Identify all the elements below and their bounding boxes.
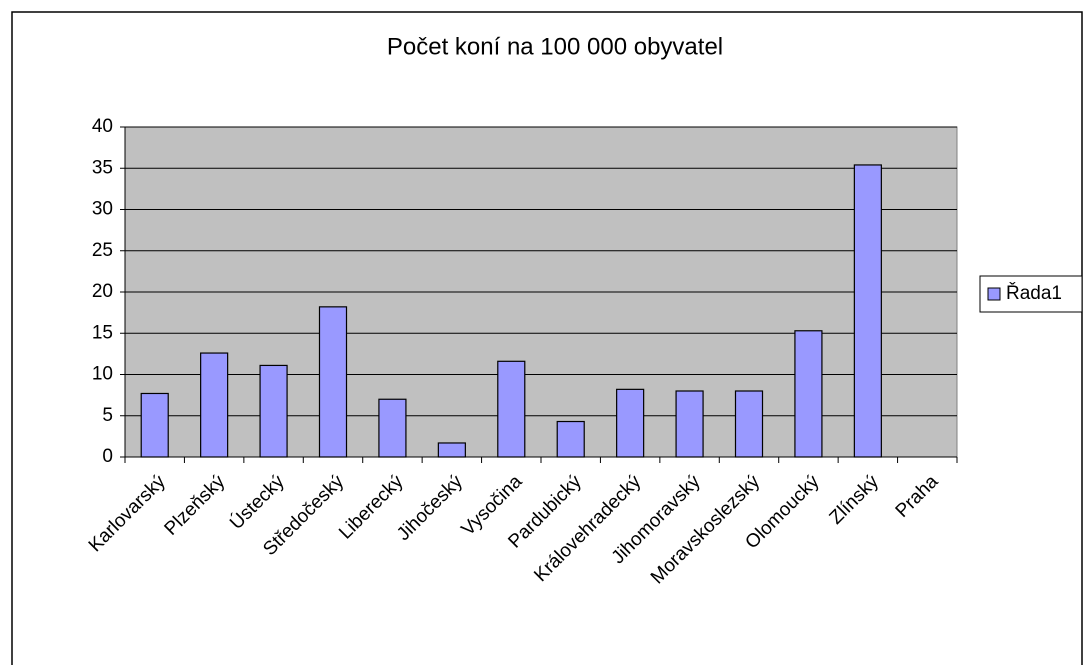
y-tick-label: 10	[92, 364, 113, 385]
bar	[853, 164, 882, 458]
y-tick-label: 30	[92, 199, 113, 220]
bar	[794, 330, 823, 458]
y-tick-label: 15	[92, 322, 113, 343]
legend-swatch	[987, 287, 1001, 301]
y-tick-label: 5	[102, 405, 113, 426]
bar	[378, 398, 407, 458]
bar	[616, 388, 645, 458]
bar	[437, 442, 466, 458]
y-tick-label: 25	[92, 240, 113, 261]
y-tick-label: 0	[102, 446, 113, 467]
bar	[497, 360, 526, 458]
y-tick-label: 20	[92, 281, 113, 302]
bar	[259, 364, 288, 458]
bar	[556, 420, 585, 458]
chart-title: Počet koní na 100 000 obyvatel	[387, 33, 723, 60]
bar	[734, 390, 764, 458]
bar	[318, 306, 348, 458]
bar	[200, 352, 229, 458]
bar	[140, 392, 169, 458]
y-tick-label: 40	[92, 116, 113, 137]
legend-label: Řada1	[1006, 282, 1062, 304]
bar	[675, 390, 704, 458]
y-tick-label: 35	[92, 157, 113, 178]
